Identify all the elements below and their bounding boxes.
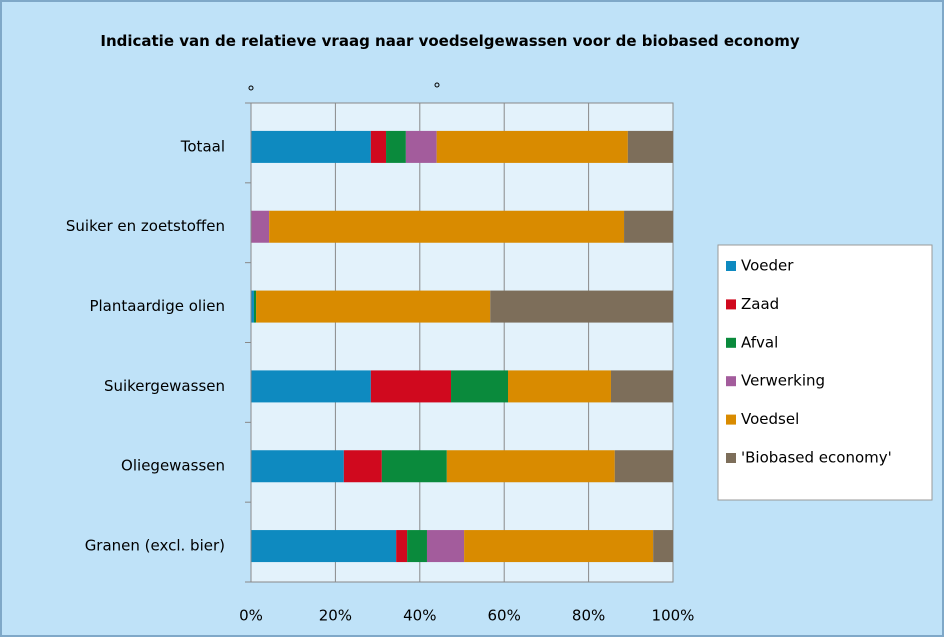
- legend-swatch: [726, 299, 736, 310]
- y-tick-label: Plantaardige olien: [89, 297, 225, 315]
- x-tick-label: 80%: [572, 607, 605, 625]
- legend-swatch: [726, 337, 736, 348]
- y-tick-label: Suikergewassen: [104, 377, 225, 395]
- bar-segment: [405, 130, 437, 163]
- x-tick-label: 40%: [403, 607, 436, 625]
- bar-segment: [370, 370, 452, 403]
- legend-box: [717, 244, 933, 501]
- bar-segment: [251, 450, 344, 483]
- legend-swatch: [726, 261, 736, 271]
- legend-swatch: [726, 414, 736, 425]
- bar-segment: [614, 450, 673, 483]
- bar-segment: [436, 130, 628, 163]
- legend-label: Zaad: [741, 295, 779, 313]
- bar-segment: [451, 370, 508, 403]
- bar-segment: [624, 210, 673, 243]
- legend-swatch: [726, 376, 736, 387]
- legend-label: Voedsel: [741, 410, 799, 428]
- bar-segment: [251, 210, 270, 243]
- bar-segment: [251, 290, 254, 323]
- bar-segment: [464, 530, 654, 563]
- bar-segment: [610, 370, 673, 403]
- x-tick-label: 0%: [239, 607, 263, 625]
- x-tick-label: 60%: [488, 607, 521, 625]
- bar-segment: [396, 530, 408, 563]
- bar-segment: [343, 450, 382, 483]
- bar-segment: [251, 530, 397, 563]
- decoration: [434, 82, 440, 88]
- bar-segment: [426, 530, 465, 563]
- bar-segment: [507, 370, 611, 403]
- bar-segment: [446, 450, 615, 483]
- chart-title: Indicatie van de relatieve vraag naar vo…: [100, 32, 800, 50]
- bar-segment: [386, 130, 406, 163]
- decoration: [248, 85, 254, 91]
- legend-label: Voeder: [741, 257, 794, 275]
- bar-segment: [256, 290, 491, 323]
- plot-area: [250, 102, 674, 583]
- bar-segment: [381, 450, 447, 483]
- bar-segment: [407, 530, 427, 563]
- x-tick-label: 100%: [652, 607, 695, 625]
- bar-segment: [251, 130, 371, 163]
- legend-label: Verwerking: [741, 372, 825, 390]
- y-tick-label: Granen (excl. bier): [85, 537, 225, 555]
- legend-label: 'Biobased economy': [741, 449, 892, 467]
- legend-label: Afval: [741, 333, 778, 351]
- y-tick-label: Suiker en zoetstoffen: [66, 217, 225, 235]
- legend-swatch: [726, 453, 736, 463]
- bar-segment: [253, 290, 257, 323]
- bar-segment: [251, 370, 371, 403]
- y-tick-label: Totaal: [180, 137, 225, 155]
- bar-segment: [490, 290, 673, 323]
- bar-segment: [370, 130, 387, 163]
- bar-segment: [653, 530, 673, 563]
- x-tick-label: 20%: [319, 607, 352, 625]
- bar-segment: [269, 210, 625, 243]
- bar-segment: [627, 130, 673, 163]
- y-tick-label: Oliegewassen: [121, 457, 225, 475]
